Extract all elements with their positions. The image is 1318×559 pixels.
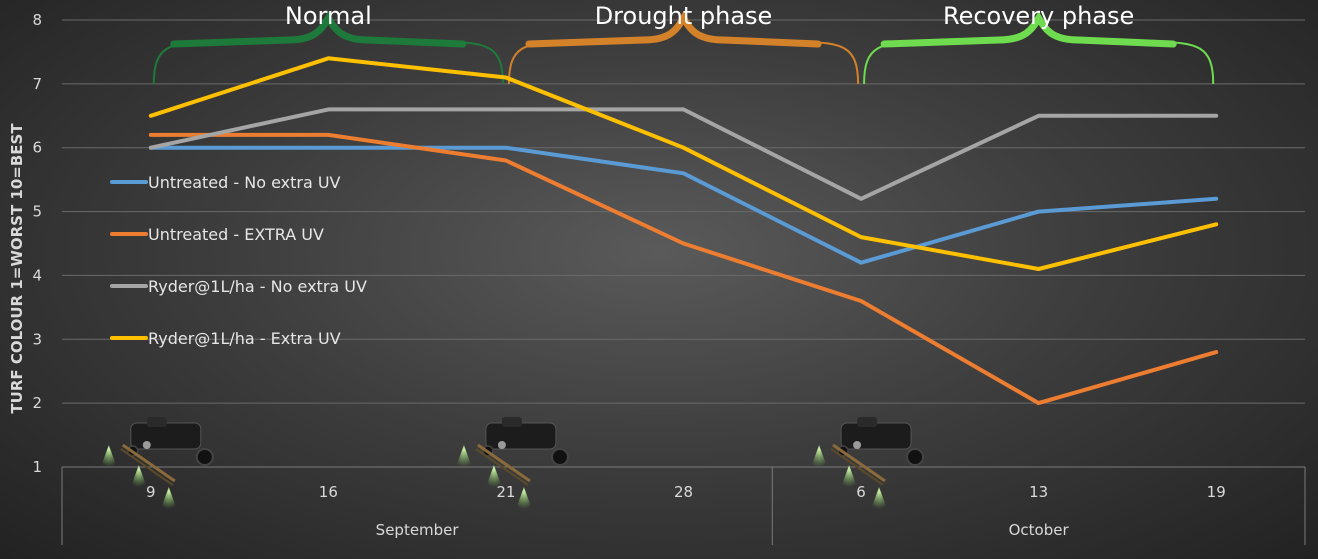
x-tick-label: 16	[319, 483, 338, 501]
series-line	[148, 145, 1219, 265]
phase-label: Normal	[285, 2, 372, 30]
legend: Untreated - No extra UV Untreated - EXTRA…	[110, 173, 367, 348]
sprayer-body	[840, 422, 912, 450]
sprayer-wheel	[195, 448, 214, 466]
y-tick-label: 8	[32, 11, 42, 29]
x-tick-label: 21	[496, 483, 515, 501]
legend-label: Ryder@1L/ha - Extra UV	[148, 329, 341, 348]
x-tick-label: 28	[674, 483, 693, 501]
y-tick-label: 5	[32, 203, 42, 221]
sprayer-light	[142, 441, 151, 449]
spray-cone	[160, 487, 177, 509]
x-tick-label: 6	[856, 483, 866, 501]
spray-cone	[841, 465, 858, 487]
sprayer-tank	[501, 417, 522, 427]
month-label: October	[1009, 521, 1070, 539]
sprayer-wheel	[906, 448, 925, 466]
sprayer-icons	[100, 417, 925, 509]
sprayer-boom	[830, 448, 884, 486]
y-tick-label: 7	[32, 75, 42, 93]
phase-annotations: Normal Drought phase Recovery phase	[152, 2, 1215, 85]
phase-brace-emphasis	[170, 11, 467, 48]
sprayer-boom	[475, 448, 529, 486]
y-tick-label: 3	[32, 330, 42, 348]
sprayer-body	[485, 422, 557, 450]
phase-brace-emphasis	[525, 11, 822, 48]
x-tick-label: 13	[1029, 483, 1048, 501]
spray-cone	[100, 445, 117, 467]
sprayer-boom	[121, 443, 176, 483]
spray-cone	[485, 465, 502, 487]
y-axis-title: TURF COLOUR 1=WORST 10=BEST	[8, 123, 26, 414]
y-tick-label: 2	[32, 394, 42, 412]
y-tick-label: 4	[32, 266, 42, 284]
series-line	[148, 56, 1219, 271]
phase-label: Drought phase	[595, 2, 773, 30]
series-line	[148, 107, 1219, 201]
legend-label: Untreated - EXTRA UV	[148, 225, 324, 244]
spray-cone	[455, 445, 472, 467]
sprayer-body	[130, 422, 202, 450]
sprayer-icon	[811, 417, 925, 509]
y-tick-label: 6	[32, 139, 42, 157]
series-lines	[148, 56, 1219, 406]
sprayer-tank	[857, 417, 878, 427]
x-tick-label: 9	[146, 483, 156, 501]
legend-label: Untreated - No extra UV	[148, 173, 341, 192]
x-tick-label: 19	[1207, 483, 1226, 501]
sprayer-boom	[832, 443, 886, 483]
sprayer-boom	[477, 443, 531, 483]
axes: 1 2 3 4 5 6 7 8 TURF COLOUR 1=WORST 10=BEST 9 16 21…	[8, 11, 1306, 545]
spray-cone	[515, 487, 532, 509]
series-line	[148, 132, 1219, 406]
spray-cone	[871, 487, 888, 509]
sprayer-light	[853, 441, 862, 449]
sprayer-icon	[100, 417, 214, 509]
sprayer-wheel	[550, 448, 569, 466]
spray-cone	[811, 445, 828, 467]
sprayer-icon	[455, 417, 569, 509]
sprayer-light	[497, 441, 506, 449]
sprayer-tank	[146, 417, 167, 427]
sprayer-boom	[120, 448, 174, 486]
phase-label: Recovery phase	[943, 2, 1134, 30]
y-tick-label: 1	[32, 458, 42, 476]
spray-cone	[130, 465, 147, 487]
phase-brace-emphasis	[880, 11, 1177, 48]
legend-label: Ryder@1L/ha - No extra UV	[148, 277, 367, 296]
month-label: September	[376, 521, 460, 539]
